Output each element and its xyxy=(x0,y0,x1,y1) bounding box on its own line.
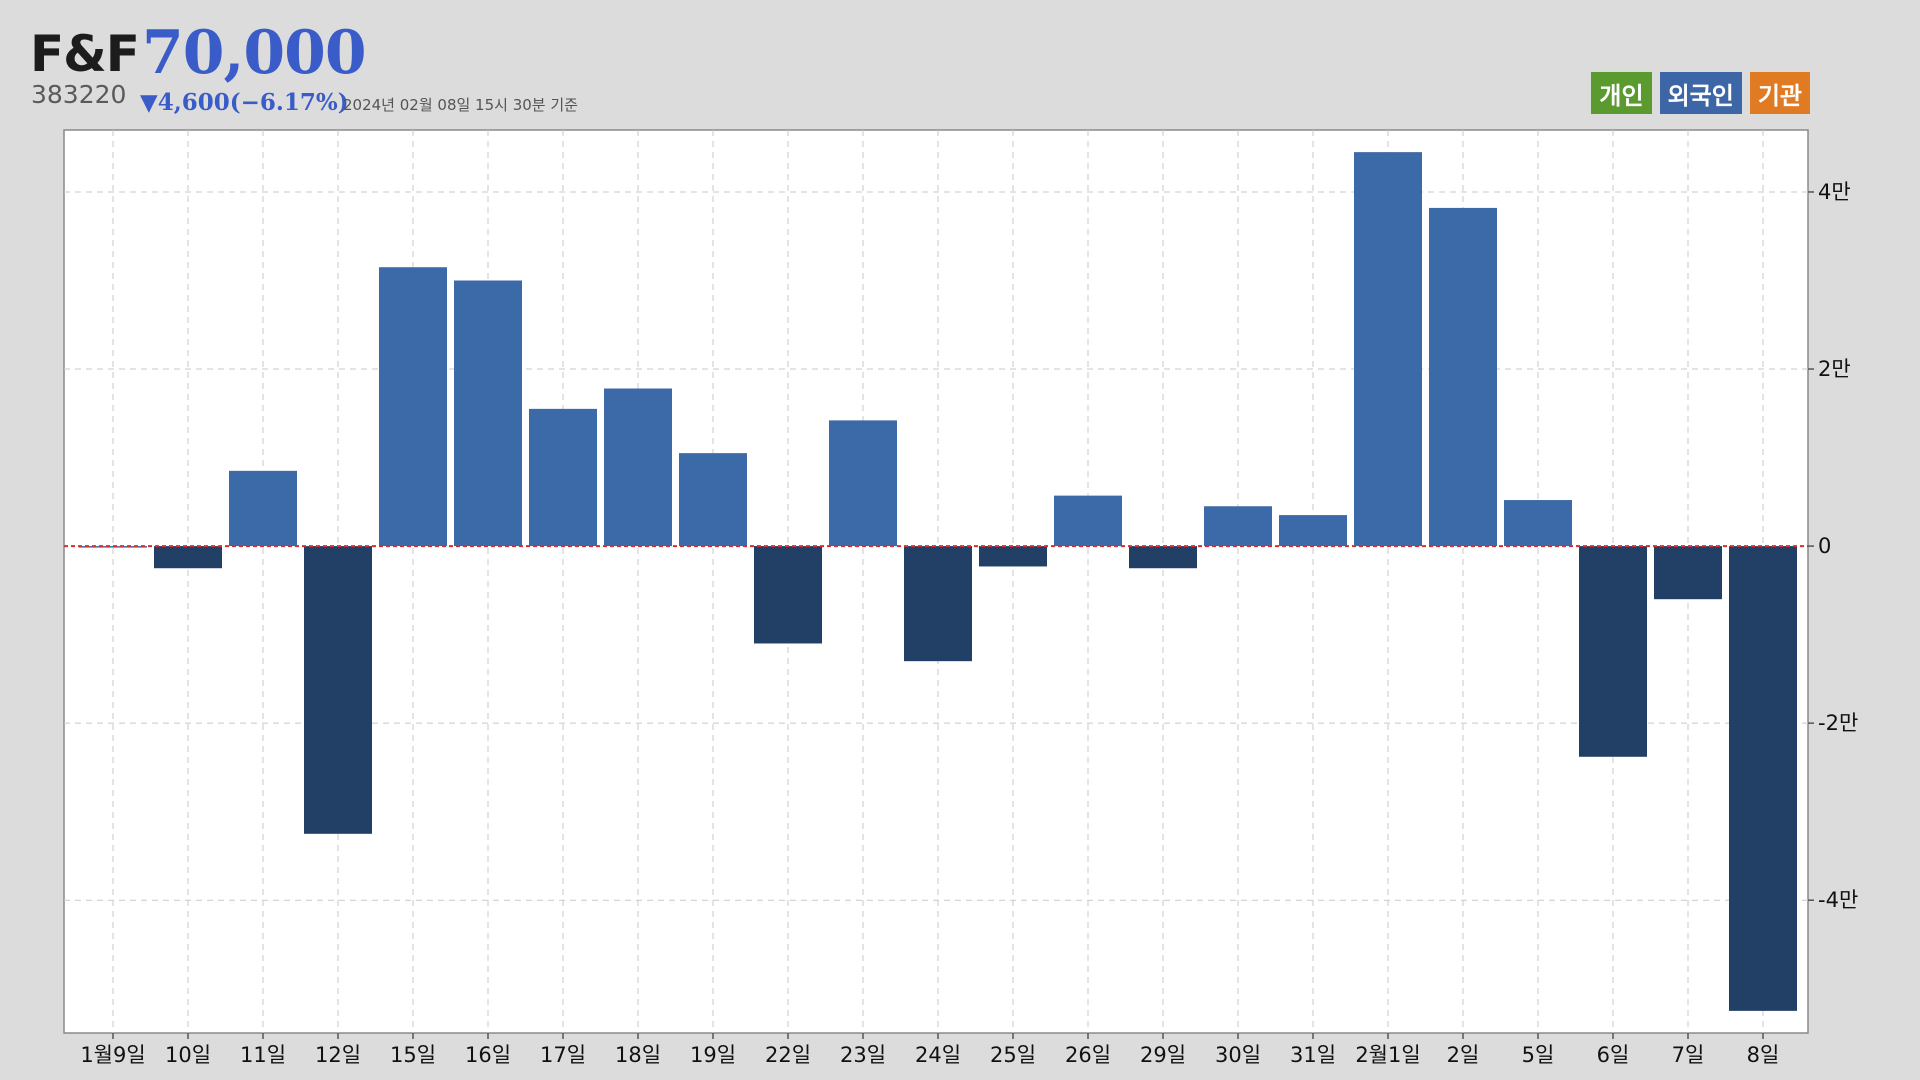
bar xyxy=(604,388,672,547)
bar xyxy=(754,546,822,644)
x-tick-label: 2월1일 xyxy=(1355,1043,1420,1067)
bar xyxy=(1579,546,1647,757)
bar xyxy=(1129,546,1197,569)
y-tick-label: 0 xyxy=(1818,534,1831,558)
x-tick-label: 26일 xyxy=(1065,1043,1111,1067)
x-tick-label: 10일 xyxy=(165,1043,211,1067)
stock-name: F&F xyxy=(30,25,140,83)
y-tick-label: 4만 xyxy=(1818,180,1851,204)
price-change: ▼4,600(−6.17%) xyxy=(140,89,349,116)
bar xyxy=(1354,152,1422,547)
bar xyxy=(679,453,747,547)
y-tick-label: 2만 xyxy=(1818,357,1851,381)
bar xyxy=(1729,546,1797,1011)
x-tick-label: 15일 xyxy=(390,1043,436,1067)
bar xyxy=(229,470,297,547)
legend-foreign[interactable]: 외국인 xyxy=(1659,72,1742,114)
legend-institution[interactable]: 기관 xyxy=(1749,72,1810,114)
bar xyxy=(1504,500,1572,547)
bar xyxy=(904,546,972,662)
x-tick-label: 2일 xyxy=(1447,1043,1480,1067)
bar xyxy=(304,546,372,834)
timestamp: 2024년 02월 08일 15시 30분 기준 xyxy=(343,96,578,114)
x-tick-label: 23일 xyxy=(840,1043,886,1067)
y-tick-label: -2만 xyxy=(1818,711,1858,735)
bar xyxy=(829,420,897,547)
bar xyxy=(979,546,1047,567)
x-tick-label: 19일 xyxy=(690,1043,736,1067)
bar xyxy=(1054,495,1122,547)
bar xyxy=(154,546,222,569)
x-tick-label: 5일 xyxy=(1522,1043,1555,1067)
x-tick-label: 22일 xyxy=(765,1043,811,1067)
bar xyxy=(1429,207,1497,547)
x-tick-label: 17일 xyxy=(540,1043,586,1067)
bar xyxy=(1204,506,1272,547)
x-tick-label: 29일 xyxy=(1140,1043,1186,1067)
x-tick-label: 12일 xyxy=(315,1043,361,1067)
bar xyxy=(379,267,447,547)
x-tick-label: 25일 xyxy=(990,1043,1036,1067)
x-tick-label: 11일 xyxy=(240,1043,286,1067)
current-price: 70,000 xyxy=(142,18,367,88)
x-tick-label: 18일 xyxy=(615,1043,661,1067)
x-tick-label: 31일 xyxy=(1290,1043,1336,1067)
x-tick-label: 1월9일 xyxy=(80,1043,145,1067)
bar xyxy=(1279,515,1347,547)
legend: 개인 외국인 기관 xyxy=(1591,72,1810,114)
bar xyxy=(454,280,522,547)
legend-individual[interactable]: 개인 xyxy=(1591,72,1652,114)
x-tick-label: 24일 xyxy=(915,1043,961,1067)
stock-code: 383220 xyxy=(31,80,127,109)
x-tick-label: 30일 xyxy=(1215,1043,1261,1067)
bar xyxy=(529,408,597,547)
x-tick-label: 7일 xyxy=(1672,1043,1705,1067)
x-tick-label: 6일 xyxy=(1597,1043,1630,1067)
bar xyxy=(1654,546,1722,600)
y-tick-label: -4만 xyxy=(1818,888,1858,912)
x-tick-label: 8일 xyxy=(1747,1043,1780,1067)
x-tick-label: 16일 xyxy=(465,1043,511,1067)
